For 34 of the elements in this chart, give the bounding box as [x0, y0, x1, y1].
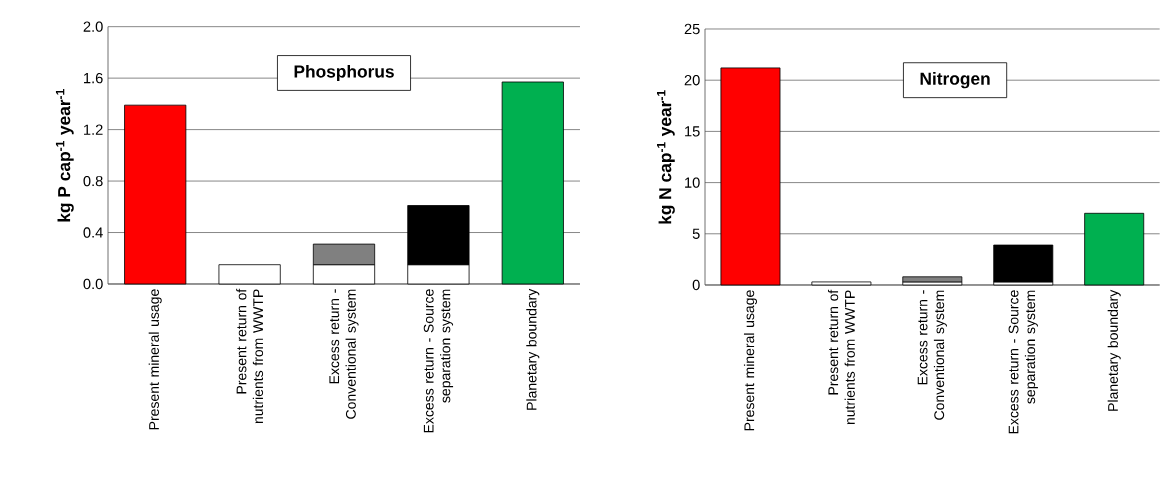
- y-tick-label: 0: [692, 279, 700, 291]
- y-tick-label: 1.6: [84, 72, 103, 84]
- y-tick-label: 5: [692, 228, 700, 239]
- x-tick-label: Planetary boundary: [526, 288, 540, 410]
- bar: [993, 244, 1054, 283]
- bar: [720, 67, 781, 286]
- bar: [124, 104, 187, 285]
- y-tick-label: 0.8: [83, 175, 103, 187]
- x-tick-label: Excess return - Conventional system: [329, 289, 359, 419]
- bar: [902, 276, 963, 283]
- text: Nitrogen: [920, 72, 990, 89]
- y-tick-label: 25: [684, 23, 700, 35]
- x-tick-label: Present return of nutrients from WWTP: [236, 288, 264, 424]
- bar: [1084, 212, 1145, 286]
- y-tick-label: 0.4: [83, 227, 103, 238]
- y-tick-label: 15: [685, 126, 700, 137]
- y-tick-label: 2.0: [83, 21, 103, 32]
- y-axis-title: kg P cap$^{-1}$ year$^{-1}$: [55, 89, 74, 222]
- y-tick-label: 1.2: [84, 124, 103, 135]
- x-tick-label: Present mineral usage: [148, 289, 162, 430]
- y-tick-label: 20: [684, 75, 700, 86]
- x-tick-label: Excess return - Conventional system: [917, 290, 947, 420]
- y-axis-title: kg N cap$^{-1}$ year$^{-1}$: [657, 90, 675, 224]
- bar: [501, 81, 564, 285]
- bar: [811, 281, 872, 286]
- x-tick-label: Planetary boundary: [1107, 289, 1121, 411]
- bar: [218, 264, 281, 285]
- x-tick-label: Excess return - Source separation system: [1008, 290, 1038, 434]
- y-tick-label: 0.0: [83, 278, 103, 290]
- x-tick-label: Present mineral usage: [743, 290, 757, 431]
- x-tick-label: Excess return - Source separation system: [423, 289, 454, 433]
- text: Phosphorus: [294, 64, 394, 82]
- y-tick-label: 10: [685, 177, 700, 188]
- x-tick-label: Present return of nutrients from WWTP: [827, 289, 855, 425]
